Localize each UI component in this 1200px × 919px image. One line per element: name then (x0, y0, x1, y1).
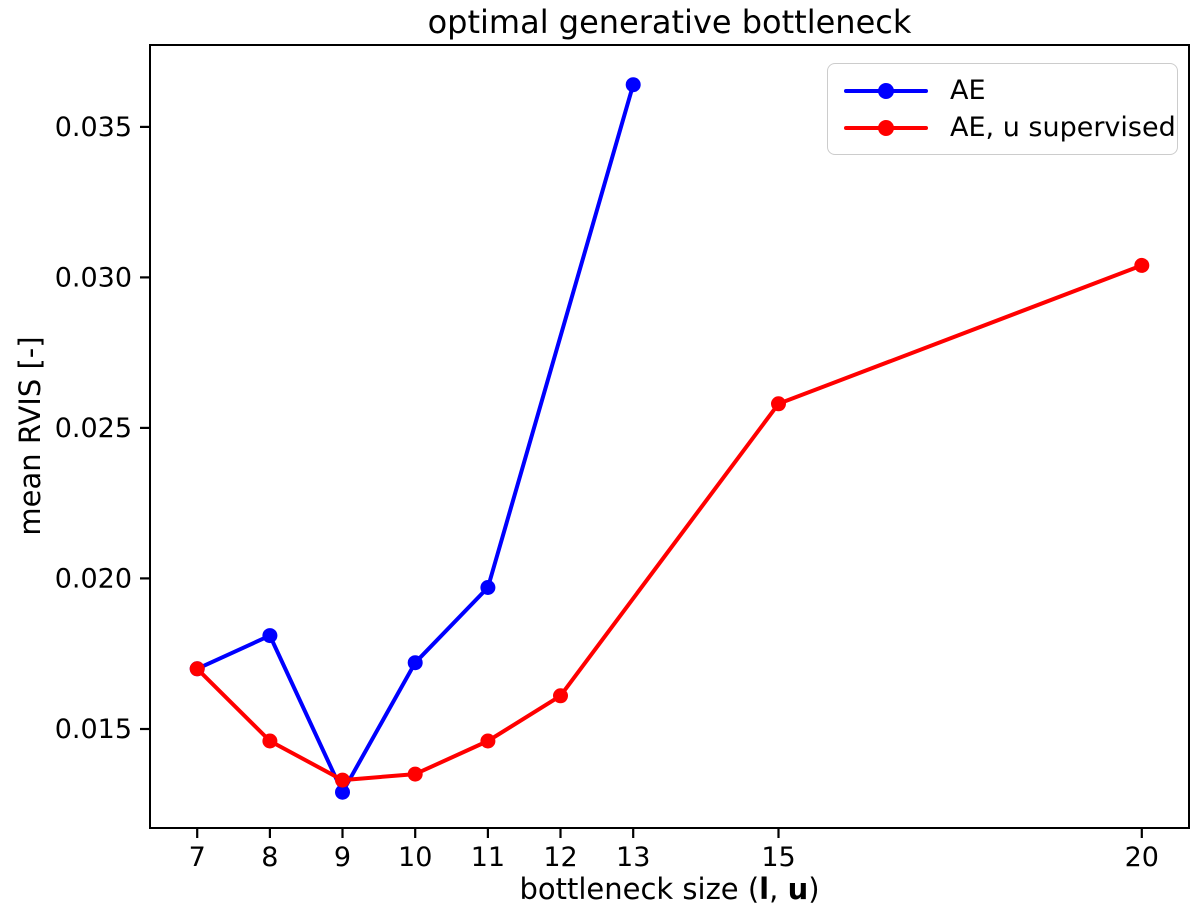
legend-label: AE (950, 75, 986, 106)
data-point-marker (771, 396, 786, 412)
data-point-marker (262, 628, 278, 644)
data-point-marker (335, 772, 350, 788)
series-line (195, 263, 1144, 783)
data-point-marker (407, 766, 423, 782)
y-tick-label: 0.020 (55, 563, 132, 594)
legend-line-marker-icon (844, 82, 928, 99)
y-tick-label: 0.035 (55, 112, 132, 143)
x-axis-label-part: bottleneck size ( (519, 872, 760, 906)
y-tick-label: 0.025 (55, 413, 132, 444)
x-axis-label: bottleneck size (l, u) (150, 872, 1189, 906)
data-point-marker (407, 655, 423, 671)
x-axis-label-bold-part: l (759, 872, 770, 906)
data-point-marker (189, 661, 205, 677)
x-axis-label-part: ) (808, 872, 820, 906)
data-point-marker (625, 77, 641, 93)
chart-title: optimal generative bottleneck (427, 3, 912, 41)
data-point-marker (553, 688, 568, 704)
legend-entry: AE (842, 72, 1167, 109)
x-tick-label: 7 (189, 842, 206, 873)
data-point-marker (480, 580, 496, 595)
x-axis-label-part: , (769, 872, 788, 906)
legend-entry: AE, u supervised (842, 109, 1176, 146)
axes-spines (149, 44, 1190, 829)
y-axis-label: mean RVIS [-] (13, 336, 47, 536)
x-tick-label: 9 (334, 842, 351, 873)
x-axis-label-bold-part: u (787, 872, 809, 906)
data-point-marker (335, 784, 350, 800)
legend: AE AE, u supervised (827, 63, 1178, 155)
x-tick-label: 20 (1125, 842, 1159, 873)
x-tick-label: 10 (398, 842, 432, 873)
legend-label: AE, u supervised (950, 112, 1176, 143)
series-line (195, 82, 636, 795)
x-tick-label: 8 (261, 842, 278, 873)
y-tick-label: 0.030 (55, 262, 132, 293)
x-tick-label: 15 (761, 842, 795, 873)
x-tick-label: 13 (616, 842, 650, 873)
y-tick-label: 0.015 (55, 714, 132, 745)
data-point-marker (262, 733, 278, 749)
data-point-marker (480, 733, 496, 749)
legend-line-marker-icon (844, 119, 928, 136)
x-tick-label: 12 (543, 842, 577, 873)
x-tick-label: 11 (471, 842, 505, 873)
data-point-marker (1134, 257, 1150, 273)
